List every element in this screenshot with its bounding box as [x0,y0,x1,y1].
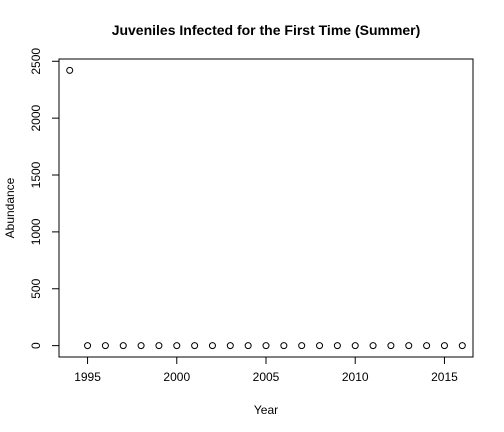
y-tick-label: 1500 [29,161,43,188]
data-point [120,343,126,349]
y-tick-label: 2000 [29,104,43,131]
data-point [317,343,323,349]
x-tick-label: 2000 [163,370,190,384]
data-point [263,343,269,349]
data-point [334,343,340,349]
y-tick-label: 0 [29,342,43,349]
y-tick-label: 500 [29,278,43,298]
x-tick-label: 2005 [253,370,280,384]
data-point [352,343,358,349]
chart-title: Juveniles Infected for the First Time (S… [112,22,421,38]
x-tick-label: 1995 [74,370,101,384]
data-point [441,343,447,349]
y-tick-label: 1000 [29,218,43,245]
data-point [459,343,465,349]
data-point [299,343,305,349]
data-point [424,343,430,349]
x-axis-label: Year [254,403,278,417]
y-axis-label: Abundance [3,177,17,238]
x-tick-label: 2015 [431,370,458,384]
data-point [67,67,73,73]
data-point [174,343,180,349]
data-point [388,343,394,349]
data-point [102,343,108,349]
data-point [227,343,233,349]
x-axis: 1995 2000 2005 2010 2015 [74,357,458,384]
data-point [406,343,412,349]
data-point [370,343,376,349]
data-points [67,67,466,348]
data-point [156,343,162,349]
data-point [138,343,144,349]
data-point [281,343,287,349]
data-point [245,343,251,349]
data-point [192,343,198,349]
y-tick-label: 2500 [29,48,43,75]
data-point [85,343,91,349]
data-point [209,343,215,349]
plot-frame [59,59,473,357]
x-tick-label: 2010 [342,370,369,384]
y-axis: 0 500 1000 1500 2000 2500 [29,48,59,349]
